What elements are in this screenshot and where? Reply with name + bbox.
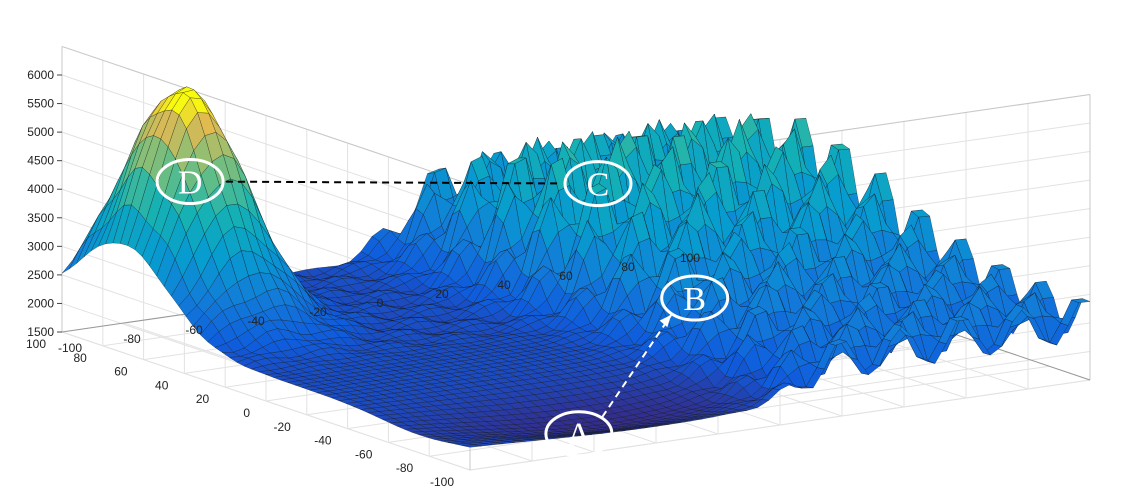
- annotation-circle-d: [155, 158, 225, 206]
- x-tick-label: 0: [377, 296, 384, 310]
- y-tick-label: 80: [73, 351, 87, 365]
- z-tick-label: 3000: [27, 239, 54, 253]
- annotation-label-b: B: [683, 281, 706, 318]
- z-tick-label: 4500: [27, 154, 54, 168]
- annotation-circle-b: [660, 274, 730, 322]
- z-axis-ticks: 1500 2000 2500 3000 3500 4000 4500 5000 5500 6000: [27, 68, 62, 339]
- y-tick-label: -40: [314, 434, 332, 448]
- y-tick-label: 60: [114, 365, 128, 379]
- y-tick-label: -20: [273, 420, 291, 434]
- annotations: A B C D: [155, 158, 730, 458]
- y-tick-label: 0: [243, 406, 250, 420]
- x-tick-label: -40: [247, 314, 265, 328]
- y-tick-label: -60: [355, 447, 373, 461]
- z-tick-label: 4000: [27, 182, 54, 196]
- arrow-D-C: [226, 180, 563, 185]
- y-tick-label: 20: [196, 392, 210, 406]
- x-tick-label: 60: [559, 269, 573, 283]
- z-tick-label: 3500: [27, 211, 54, 225]
- z-tick-label: 1500: [27, 325, 54, 339]
- x-axis-ticks: -100 -80 -60 -40 -20 0 20 40 60 80 100: [58, 251, 700, 355]
- x-tick-label: 40: [497, 278, 511, 292]
- annotation-label-d: D: [178, 165, 203, 202]
- surface-cell: [462, 444, 482, 448]
- axis-edge: [61, 45, 471, 185]
- x-tick-label: -20: [309, 305, 327, 319]
- annotation-label-a: A: [567, 417, 592, 454]
- annotation-circle-a: [544, 410, 614, 458]
- x-tick-label: 20: [435, 287, 449, 301]
- x-tick-label: 100: [680, 251, 700, 265]
- x-tick-label: -100: [58, 341, 82, 355]
- z-tick-label: 2000: [27, 296, 54, 310]
- y-axis-ticks: -100 -80 -60 -40 -20 0 20 40 60 80 100: [26, 337, 454, 489]
- arrow-A-B: [601, 314, 673, 418]
- surface-mesh: [61, 86, 1091, 448]
- x-tick-label: 80: [621, 260, 635, 274]
- z-tick-label: 6000: [27, 68, 54, 82]
- y-tick-label: -100: [430, 475, 454, 489]
- z-tick-label: 5000: [27, 125, 54, 139]
- z-tick-label: 5500: [27, 97, 54, 111]
- annotation-circle-c: [563, 160, 633, 208]
- arrow-head: [659, 314, 672, 328]
- x-tick-label: -80: [123, 332, 141, 346]
- y-tick-label: 100: [26, 337, 46, 351]
- y-tick-label: -80: [396, 461, 414, 475]
- annotation-label-c: C: [587, 167, 610, 204]
- z-tick-label: 2500: [27, 268, 54, 282]
- x-tick-label: -60: [185, 323, 203, 337]
- y-tick-label: 40: [155, 378, 169, 392]
